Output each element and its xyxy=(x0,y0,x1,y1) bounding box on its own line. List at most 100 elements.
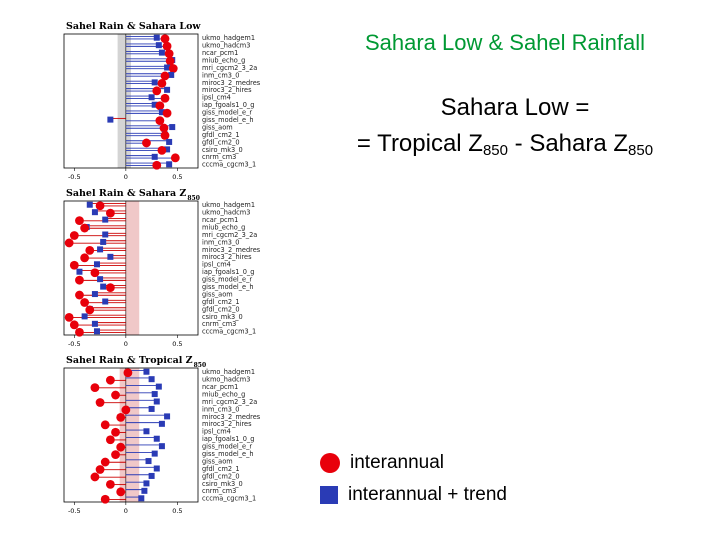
interannual-point xyxy=(75,275,84,285)
model-label: giss_aom xyxy=(202,123,233,131)
interannual-point xyxy=(105,208,115,218)
model-label: gfdl_cm2_0 xyxy=(202,138,240,146)
interannual-point xyxy=(142,138,151,148)
legend-interannual-trend: interannual + trend xyxy=(320,484,507,506)
model-label: giss_aom xyxy=(202,290,233,298)
interannual-point xyxy=(168,64,178,73)
model-label: miroc3_2_medres xyxy=(202,413,261,421)
chart-title-subscript: 850 xyxy=(187,195,200,202)
trend-point xyxy=(151,391,158,398)
trend-point xyxy=(107,253,114,260)
interannual-point xyxy=(85,245,95,255)
interannual-point xyxy=(164,49,174,59)
trend-point xyxy=(151,101,158,108)
interannual-point xyxy=(105,375,115,385)
interannual-point xyxy=(100,457,110,467)
interannual-point xyxy=(162,108,172,118)
significance-band xyxy=(117,34,131,168)
legend-interannual: interannual xyxy=(320,452,444,474)
trend-point xyxy=(97,246,104,253)
model-label: gfdl_cm2_0 xyxy=(202,305,240,313)
trend-point xyxy=(164,146,171,153)
trend-point xyxy=(102,231,109,238)
definition-subscript-1: 850 xyxy=(482,142,508,159)
trend-point xyxy=(151,450,158,457)
trend-point xyxy=(148,472,155,479)
definition-middle: - Sahara Z xyxy=(508,130,629,157)
interannual-point xyxy=(157,145,167,155)
plot-frame xyxy=(63,367,199,503)
significance-band xyxy=(125,201,140,335)
interannual-point xyxy=(160,131,170,140)
interannual-point xyxy=(123,368,133,378)
trend-point xyxy=(138,495,145,502)
trend-point xyxy=(143,480,150,487)
interannual-point xyxy=(111,427,120,437)
trend-point xyxy=(76,268,83,275)
interannual-point xyxy=(90,383,100,393)
interannual-point xyxy=(152,86,162,96)
chart-title-subscript: 850 xyxy=(194,362,207,369)
trend-point xyxy=(155,42,162,49)
interannual-point xyxy=(69,260,79,270)
model-label: cnrm_cm3 xyxy=(202,153,236,161)
model-label: giss_model_e_r xyxy=(202,109,252,117)
model-label: csiro_mk3_0 xyxy=(202,146,243,154)
trend-point xyxy=(164,86,171,93)
chart-sahara-low: Sahel Rain & Sahara Low -0.5 0 0.5 ukmo_hadg… xyxy=(63,21,261,181)
chart-sahara-z850: Sahel Rain & Sahara Z 850 -0.5 0 0.5 ukmo_had… xyxy=(63,188,261,348)
interannual-point xyxy=(111,450,120,460)
legend-blue-square-icon xyxy=(320,486,338,504)
interannual-point xyxy=(116,442,126,452)
trend-point xyxy=(158,49,165,56)
model-label: cccma_cgcm3_1 xyxy=(202,161,256,169)
interannual-point xyxy=(152,160,162,170)
interannual-point xyxy=(75,216,84,226)
trend-point xyxy=(164,64,171,71)
interannual-point xyxy=(160,93,170,103)
chart-panel-sahara-z850: Sahel Rain & Sahara Z 850 -0.5 0 0.5 ukmo_had… xyxy=(56,185,266,355)
model-label: cnrm_cm3 xyxy=(202,487,236,495)
interannual-point xyxy=(100,494,110,504)
trend-point xyxy=(151,79,158,86)
trend-point xyxy=(166,161,173,168)
model-label: ukmo_hadcm3 xyxy=(202,42,250,50)
trend-point xyxy=(148,376,155,383)
interannual-point xyxy=(111,390,120,400)
model-label: giss_model_e_r xyxy=(202,443,252,451)
model-label: giss_aom xyxy=(202,457,233,465)
model-label: iap_fgoals1_0_g xyxy=(202,101,254,109)
trend-point xyxy=(141,487,148,494)
model-label: iap_fgoals1_0_g xyxy=(202,268,254,276)
interannual-point xyxy=(170,153,180,163)
model-label: miroc3_2_medres xyxy=(202,79,261,87)
trend-point xyxy=(155,383,162,390)
model-label: miub_echo_g xyxy=(202,223,245,231)
page-title: Sahara Low & Sahel Rainfall xyxy=(364,30,646,55)
model-label: mri_cgcm2_3_2a xyxy=(202,398,257,406)
interannual-point xyxy=(85,305,95,315)
x-tick-label: 0 xyxy=(124,507,128,515)
interannual-point xyxy=(105,283,115,293)
interannual-point xyxy=(64,312,74,322)
trend-point xyxy=(168,71,175,78)
model-label: inm_cm3_0 xyxy=(202,238,239,246)
model-label: giss_model_e_r xyxy=(202,276,252,284)
trend-point xyxy=(100,238,107,245)
chart-tropical-z850: Sahel Rain & Tropical Z 850 -0.5 0 0.5 ukmo_h… xyxy=(63,355,261,515)
interannual-point xyxy=(165,56,175,66)
model-label: mri_cgcm2_3_2a xyxy=(202,64,257,72)
interannual-point xyxy=(69,320,79,330)
trend-point xyxy=(166,138,173,145)
model-label: csiro_mk3_0 xyxy=(202,480,243,488)
trend-point xyxy=(86,201,93,208)
trend-point xyxy=(153,34,160,41)
interannual-point xyxy=(116,487,126,497)
chart-title: Sahel Rain & Sahara Low xyxy=(66,21,201,32)
model-label: giss_model_e_h xyxy=(202,450,254,458)
trend-point xyxy=(91,291,98,298)
chart-title: Sahel Rain & Sahara Z xyxy=(66,188,186,199)
interannual-point xyxy=(95,201,105,211)
trend-point xyxy=(169,124,176,131)
model-label: ipsl_cm4 xyxy=(202,428,231,436)
